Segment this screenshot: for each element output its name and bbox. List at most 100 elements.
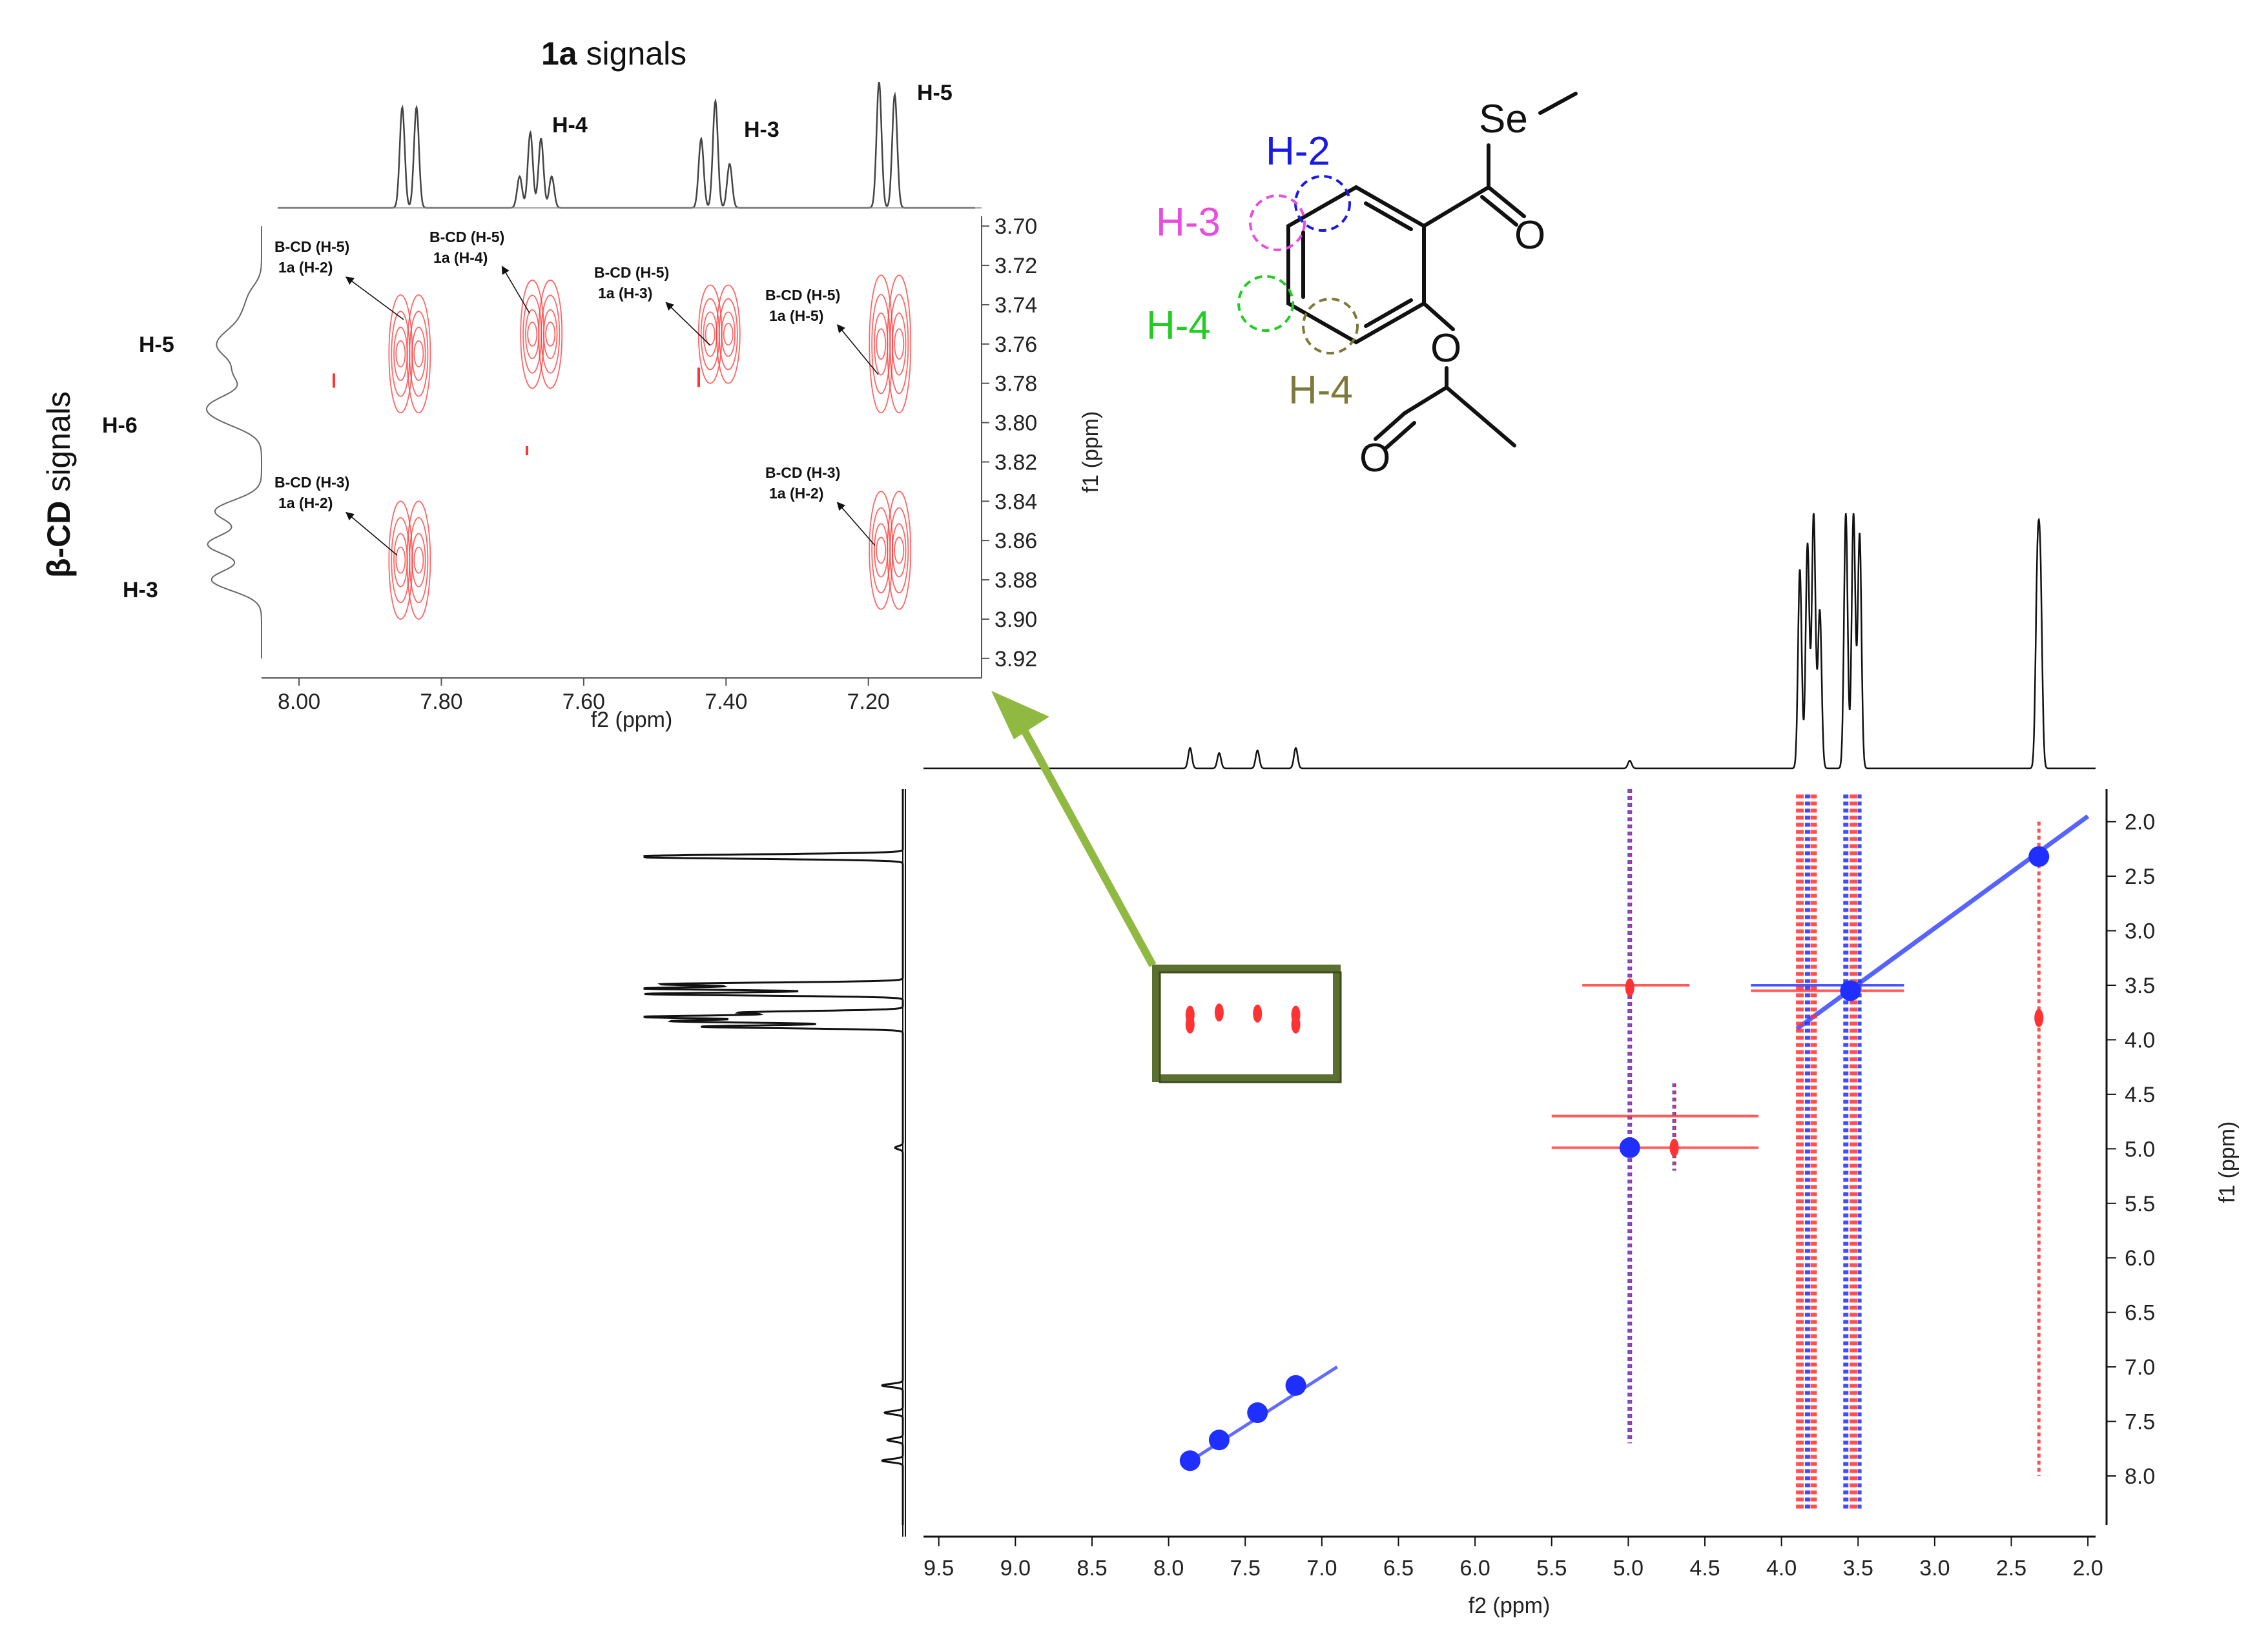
main-x-tick-label: 4.5 <box>1689 1556 1720 1581</box>
h4-olive-dashed-circle <box>1302 298 1359 354</box>
inset-contour-ring <box>545 322 556 347</box>
inset-contour-ring <box>406 294 431 414</box>
positive-cross-peak <box>1669 1138 1679 1157</box>
inset-contour-ring <box>520 280 545 389</box>
inset-contour-ring <box>892 523 907 578</box>
annotation-line2: 1a (H-4) <box>433 249 488 266</box>
main-x-tick-label: 5.5 <box>1536 1556 1567 1581</box>
annotation-line1: B-CD (H-5) <box>429 229 504 245</box>
main-x-axis-label: f2 (ppm) <box>1469 1593 1551 1618</box>
inset-contour-ring <box>889 294 909 394</box>
inset-contour-ring <box>874 523 889 578</box>
inset-contour-ring <box>395 546 406 574</box>
annotation-arrow <box>836 324 879 375</box>
inset-contour-ring <box>874 312 889 376</box>
inset-noise-mark <box>526 446 528 456</box>
annotation-arrow <box>836 502 876 546</box>
positive-cross-peak <box>1185 1015 1195 1034</box>
inset-x-axis-label: f2 (ppm) <box>591 708 673 732</box>
inset-y-tick-label: 3.88 <box>995 568 1037 593</box>
inset-contour-ring <box>869 491 894 610</box>
main-y-tick-label: 2.5 <box>2125 865 2155 889</box>
atom-se: Se <box>1479 97 1528 141</box>
main-y-ticks: 2.0 2.5 3.0 3.5 4.0 4.5 5.0 5.5 6.0 6.5 7.0 7.5 8.0 <box>2107 810 2155 1489</box>
annotation-line2: 1a (H-2) <box>769 485 823 502</box>
inset-x-tick-label: 7.40 <box>705 690 747 714</box>
inset-contour-ring <box>703 311 717 357</box>
inset-contour-ring <box>543 309 558 360</box>
inset-contour-ring <box>723 322 734 346</box>
positive-cross-peak <box>1625 978 1634 997</box>
main-vertical-streaks <box>1551 789 2041 1509</box>
h4-green-dashed-circle <box>1237 275 1294 332</box>
inset-contour-ring <box>409 517 429 604</box>
inset-contour-ring <box>413 546 424 574</box>
inset-contour-ring <box>721 311 736 357</box>
inset-contour-ring <box>411 327 426 382</box>
inset-contour-ring <box>716 284 741 384</box>
annotation-line2: 1a (H-5) <box>769 307 823 324</box>
annotation-line1: B-CD (H-5) <box>274 238 349 255</box>
main-x-ticks: 9.5 9.0 8.5 8.0 7.5 7.0 6.5 6.0 5.5 5.0 4.5 4.0 3.5 3… <box>923 1537 2103 1581</box>
main-x-tick-label: 3.0 <box>1919 1556 1950 1581</box>
main-top-projection <box>923 513 2096 770</box>
main-x-tick-label: 2.5 <box>1996 1556 2026 1581</box>
inset-contour-ring <box>718 298 738 371</box>
annotation-arrow <box>345 511 398 556</box>
annotation-line2: 1a (H-2) <box>278 495 333 511</box>
inset-contour-ring <box>393 327 408 382</box>
inset-top-projection <box>278 81 975 209</box>
negative-diagonal-peak <box>1247 1402 1268 1424</box>
inset-left-peak-label: H-5 <box>139 333 174 357</box>
main-y-tick-label: 3.5 <box>2125 974 2155 998</box>
main-x-tick-label: 4.0 <box>1766 1556 1797 1581</box>
inset-contour-ring <box>411 533 426 588</box>
inset-contour-ring <box>388 500 413 620</box>
inset-contour-ring <box>538 280 563 389</box>
h4-label-green: H-4 <box>1146 303 1211 348</box>
main-x-tick-label: 7.5 <box>1230 1556 1261 1581</box>
main-y-tick-label: 6.0 <box>2125 1246 2155 1271</box>
inset-top-peak-label: H-5 <box>917 81 953 105</box>
inset-y-tick-label: 3.90 <box>995 608 1037 632</box>
main-y-tick-label: 8.0 <box>2125 1464 2155 1489</box>
atom-o-acetyl: O <box>1359 436 1390 480</box>
main-y-axis-label: f1 (ppm) <box>2215 1121 2240 1203</box>
inset-left-peak-labels: H-5 H-6 H-3 <box>102 333 174 602</box>
zoom-region-box <box>1152 965 1341 1082</box>
inset-left-title: β-CD signals <box>41 391 77 578</box>
inset-contour-ring <box>876 328 887 360</box>
main-x-tick-label: 9.0 <box>1000 1556 1031 1581</box>
main-x-tick-label: 5.0 <box>1613 1556 1644 1581</box>
inset-noise-mark <box>697 367 700 387</box>
positive-cross-peak <box>1214 1003 1224 1022</box>
main-spectrum: 9.5 9.0 8.5 8.0 7.5 7.0 6.5 6.0 5.5 5.0 4.5 4.0 3.5 3… <box>643 513 2240 1618</box>
annotation-line1: B-CD (H-3) <box>274 474 349 491</box>
inset-x-tick-label: 7.60 <box>562 690 605 714</box>
main-x-tick-label: 3.5 <box>1843 1556 1873 1581</box>
inset-contour-ring <box>887 491 912 610</box>
main-x-tick-label: 6.0 <box>1459 1556 1490 1581</box>
inset-top-title: 1a signals <box>541 36 686 72</box>
inset-left-projection <box>205 226 262 659</box>
inset-left-peak-label: H-3 <box>123 578 158 602</box>
inset-contour-ring <box>388 294 413 414</box>
inset-contour-ring <box>894 537 905 564</box>
inset-contour-ring <box>889 507 909 594</box>
inset-contour-ring <box>892 312 907 376</box>
inset-contour-ring <box>894 328 905 360</box>
main-x-tick-label: 2.0 <box>2073 1556 2103 1581</box>
main-y-tick-label: 5.5 <box>2125 1192 2155 1216</box>
inset-x-tick-label: 7.80 <box>420 690 462 714</box>
zoom-region-box-shadow <box>1159 971 1342 1083</box>
main-x-tick-label: 8.5 <box>1077 1556 1107 1581</box>
annotation-line1: B-CD (H-5) <box>765 287 840 303</box>
h3-label: H-3 <box>1156 200 1221 245</box>
zoom-callout-arrow <box>991 691 1157 967</box>
annotation-arrow <box>501 265 530 314</box>
negative-diagonal-peak <box>1619 1137 1640 1158</box>
inset-y-tick-label: 3.78 <box>995 372 1037 396</box>
inset-contour-ring <box>413 340 424 368</box>
inset-contour-ring <box>697 284 723 384</box>
